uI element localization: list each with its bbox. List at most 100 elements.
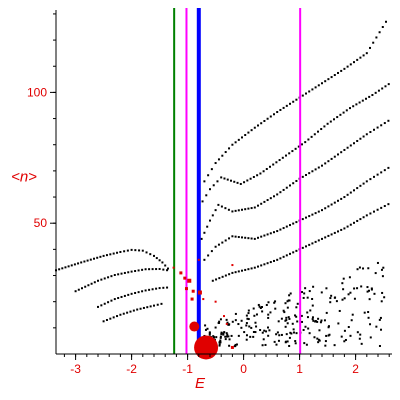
data-point	[324, 344, 327, 347]
data-point	[155, 257, 158, 260]
data-point	[259, 329, 262, 332]
data-point	[130, 292, 133, 295]
data-point	[336, 116, 339, 119]
data-point	[87, 284, 90, 287]
data-point	[234, 271, 237, 274]
data-point	[343, 196, 346, 199]
data-point	[269, 311, 272, 314]
data-point	[378, 318, 381, 321]
data-point	[350, 319, 353, 322]
data-point	[369, 46, 371, 49]
data-point	[244, 268, 247, 271]
data-point	[273, 231, 275, 234]
data-point	[340, 228, 343, 231]
data-point	[226, 333, 229, 336]
data-point	[278, 159, 281, 162]
highlight-point	[189, 321, 200, 332]
data-point	[286, 340, 289, 343]
data-point	[250, 267, 253, 270]
data-point	[117, 273, 120, 276]
data-point	[259, 172, 262, 175]
data-point	[155, 268, 158, 271]
data-point	[205, 194, 208, 197]
data-point	[326, 122, 329, 125]
data-point	[387, 166, 390, 169]
data-point	[385, 20, 387, 23]
data-point	[341, 282, 344, 285]
data-point	[277, 339, 280, 342]
data-point	[290, 332, 293, 335]
data-point	[219, 339, 222, 342]
data-point	[241, 208, 243, 211]
data-point	[224, 338, 227, 341]
data-point	[333, 201, 336, 204]
data-point	[252, 307, 255, 310]
data-point	[285, 154, 287, 157]
data-point	[139, 307, 142, 310]
data-point	[155, 287, 158, 290]
data-point	[262, 170, 265, 173]
data-point	[367, 316, 370, 319]
data-point	[317, 341, 320, 344]
data-point	[267, 334, 270, 337]
data-point	[367, 267, 370, 270]
highlight-point	[183, 276, 187, 280]
data-point	[353, 61, 355, 64]
data-point	[327, 234, 330, 237]
data-point	[269, 165, 271, 168]
data-point	[303, 292, 306, 295]
data-point	[279, 257, 282, 260]
data-point	[300, 291, 303, 294]
data-point	[132, 309, 135, 312]
data-point	[70, 264, 73, 267]
data-point	[217, 158, 220, 161]
data-point	[203, 258, 206, 261]
data-point	[365, 97, 367, 100]
x-tick-label: -1	[182, 362, 193, 376]
x-tick-label: 0	[240, 362, 247, 376]
data-point	[333, 344, 336, 347]
data-point	[295, 332, 298, 335]
data-point	[162, 286, 165, 289]
data-point	[89, 258, 92, 261]
data-point	[295, 315, 298, 318]
data-point	[250, 207, 253, 210]
data-point	[295, 221, 298, 224]
data-point	[286, 322, 289, 325]
data-point	[327, 326, 330, 329]
data-point	[352, 105, 355, 108]
data-point	[380, 124, 383, 127]
data-point	[247, 207, 250, 210]
data-point	[369, 323, 372, 326]
data-point	[158, 259, 161, 262]
data-point	[311, 170, 314, 173]
data-point	[340, 69, 343, 72]
data-point	[209, 219, 211, 222]
data-point	[145, 251, 148, 254]
data-point	[285, 225, 288, 228]
data-point	[305, 245, 307, 248]
data-point	[378, 31, 381, 34]
data-point	[231, 210, 234, 213]
data-point	[77, 262, 80, 265]
data-point	[387, 119, 390, 122]
data-point	[346, 193, 349, 196]
data-point	[286, 306, 289, 309]
data-point	[311, 318, 314, 321]
data-point	[301, 143, 303, 146]
data-point	[360, 342, 363, 345]
data-point	[374, 91, 377, 94]
data-point	[204, 328, 207, 331]
data-point	[311, 242, 314, 245]
data-point	[263, 234, 266, 237]
data-point	[266, 262, 269, 265]
data-point	[279, 108, 282, 111]
data-point	[380, 300, 383, 303]
data-point	[335, 300, 338, 303]
data-point	[220, 331, 223, 334]
data-point	[280, 317, 283, 320]
data-point	[339, 113, 342, 116]
data-point	[247, 237, 250, 240]
y-ticks: 50 100	[27, 13, 56, 329]
data-point	[375, 325, 378, 328]
